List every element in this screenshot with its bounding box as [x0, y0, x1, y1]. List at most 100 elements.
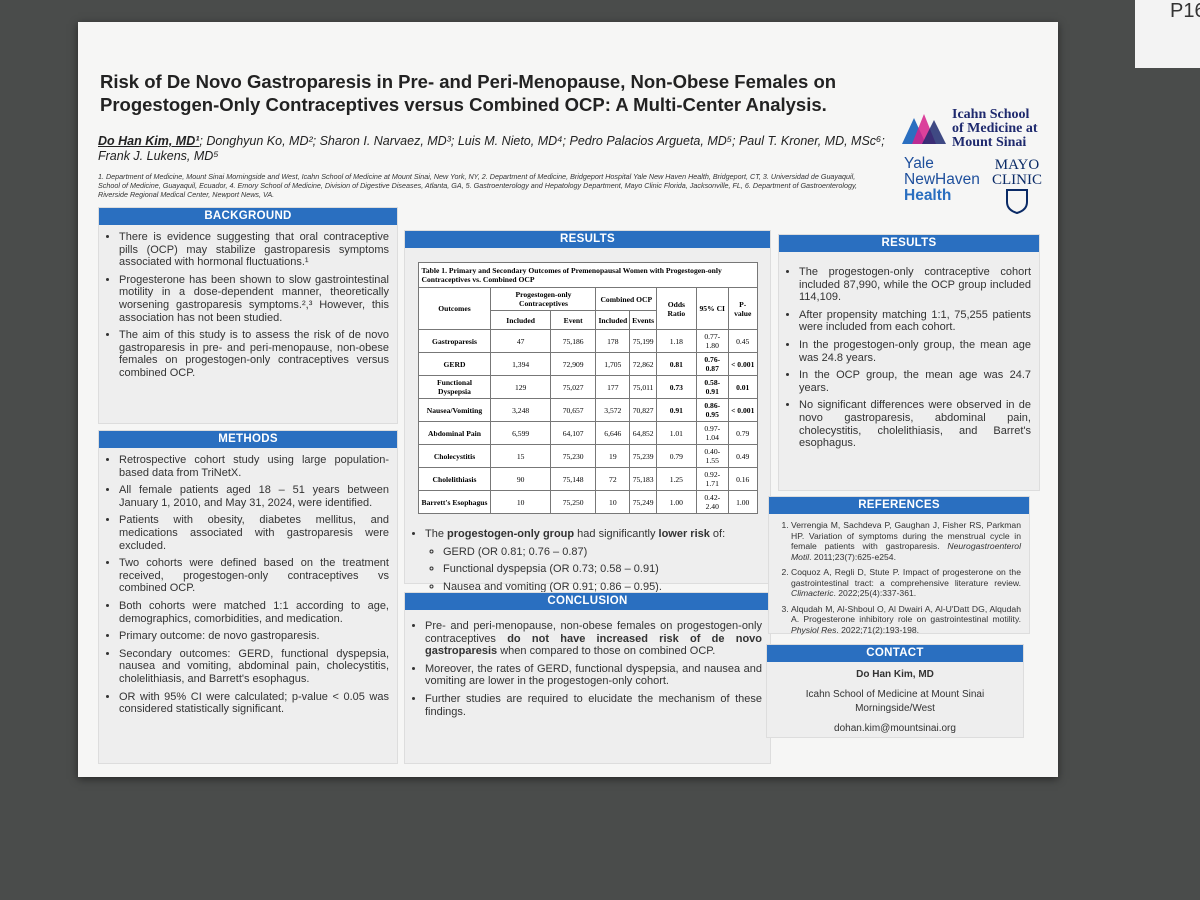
logo-line: Icahn School — [952, 107, 1030, 122]
list-item: In the OCP group, the mean age was 24.7 … — [799, 369, 1031, 394]
text-run: of: — [709, 528, 726, 540]
list-item: Secondary outcomes: GERD, functional dys… — [119, 648, 389, 686]
table-cell: 0.16 — [727, 467, 758, 491]
list-item: Progesterone has been shown to slow gast… — [119, 274, 389, 324]
list-item: After propensity matching 1:1, 75,255 pa… — [799, 309, 1031, 334]
results-section: RESULTS Table 1. Primary and Secondary O… — [404, 230, 771, 593]
table-row: Cholecystitis 15 75,230 19 75,239 0.79 0.40-1.… — [417, 444, 758, 468]
list-item: No significant differences were observed… — [799, 399, 1031, 449]
logo-line: MAYO — [994, 157, 1040, 173]
list-item: In the progestogen-only group, the mean … — [799, 339, 1031, 364]
header-row: Outcomes Progestogen-only Contraceptives C… — [417, 287, 758, 330]
methods-section: METHODS Retrospective cohort study using… — [98, 430, 398, 764]
column-subheader: Included — [490, 310, 551, 330]
table-cell: 0.91 — [656, 398, 697, 422]
table-cell: < 0.001 — [727, 352, 758, 376]
list-item: Moreover, the rates of GERD, functional … — [425, 663, 762, 688]
table-cell: 72,909 — [549, 352, 597, 376]
sub-list: GERD (OR 0.81; 0.76 – 0.87) Functional dy… — [427, 546, 770, 594]
table-cell: 1,705 — [595, 352, 631, 376]
table-cell: 19 — [595, 444, 631, 468]
table-cell: 75,199 — [629, 329, 658, 353]
text-run: Alqudah M, Al-Shboul O, Al Dwairi A, Al-… — [791, 603, 1021, 625]
contact-email: dohan.kim@mountsinai.org — [834, 723, 956, 734]
contact-section: CONTACT Do Han Kim, MD Icahn School of M… — [766, 644, 1024, 738]
text-run: when compared to those on combined OCP. — [497, 645, 716, 658]
list-item: Verrengia M, Sachdeva P, Gaughan J, Fish… — [791, 520, 1021, 562]
table-cell: 10 — [490, 490, 551, 514]
table-cell: 75,250 — [549, 490, 597, 514]
text-run: . 2011;23(7):625-e254. — [809, 551, 896, 562]
table-cell: 129 — [490, 375, 551, 399]
table-cell: 0.49 — [727, 444, 758, 468]
text-run: had significantly — [574, 528, 659, 540]
reference-list: Verrengia M, Sachdeva P, Gaughan J, Fish… — [769, 520, 1021, 635]
section-heading: CONCLUSION — [405, 593, 770, 610]
table-cell: Cholecystitis — [417, 444, 492, 468]
table-cell: 0.97-1.04 — [695, 421, 729, 445]
list-item: The progestogen-only group had significa… — [425, 528, 762, 541]
table-head: Outcomes Progestogen-only Contraceptives C… — [417, 287, 758, 330]
logo-line: Mount Sinai — [952, 135, 1027, 150]
table-cell: 178 — [595, 329, 631, 353]
conclusion-section: CONCLUSION Pre- and peri-menopause, non-… — [404, 592, 771, 764]
table-row: GERD 1,394 72,909 1,705 72,862 0.81 0.76-0.87 <… — [417, 352, 758, 376]
table-cell: Abdominal Pain — [417, 421, 492, 445]
sinai-logo: Icahn School of Medicine at Mount Sinai — [952, 108, 1038, 150]
title-line: Progestogen-Only Contraceptives versus C… — [100, 94, 827, 115]
list-item: Both cohorts were matched 1:1 according … — [119, 600, 389, 625]
table-cell: 47 — [490, 329, 551, 353]
column-header: 95% CI — [695, 287, 729, 330]
table-cell: Gastroparesis — [417, 329, 492, 353]
table-cell: 3,572 — [595, 398, 631, 422]
table-cell: 1.00 — [656, 490, 697, 514]
list-item: Primary outcome: de novo gastroparesis. — [119, 630, 389, 643]
table-cell: 0.92-1.71 — [695, 467, 729, 491]
table-row: Barrett's Esophagus 10 75,250 10 75,249 1.00 0… — [417, 490, 758, 514]
logo-line: CLINIC — [992, 172, 1042, 188]
results-table: Outcomes Progestogen-only Contraceptives C… — [417, 287, 758, 514]
list-item: Coquoz A, Regli D, Stute P. Impact of pr… — [791, 567, 1021, 599]
table-cell: 75,011 — [629, 375, 658, 399]
table-cell: 6,599 — [490, 421, 551, 445]
table-cell: 0.86-0.95 — [695, 398, 729, 422]
table-cell: 10 — [595, 490, 631, 514]
text-run: . 2022;71(2):193-198. — [836, 624, 920, 635]
section-heading: METHODS — [99, 431, 397, 448]
table-cell: 75,183 — [629, 467, 658, 491]
table-cell: 0.73 — [656, 375, 697, 399]
text-run: Verrengia M, Sachdeva P, Gaughan J, Fish… — [791, 520, 1021, 551]
list-item: The progestogen-only contraceptive cohor… — [799, 266, 1031, 304]
contact-name: Do Han Kim, MD — [856, 669, 934, 680]
table-cell: 75,027 — [549, 375, 597, 399]
bullet-list: There is evidence suggesting that oral c… — [103, 231, 389, 380]
table-caption: Table 1. Primary and Secondary Outcomes … — [417, 262, 758, 287]
table-cell: 75,230 — [549, 444, 597, 468]
list-item: There is evidence suggesting that oral c… — [119, 231, 389, 269]
emphasis: do not have increased risk of de novo ga… — [425, 632, 763, 658]
table-cell: 70,657 — [549, 398, 597, 422]
table-cell: 0.76-0.87 — [695, 352, 729, 376]
table-cell: 0.58-0.91 — [695, 375, 729, 399]
column-subheader: Included — [595, 310, 631, 330]
table-cell: 64,852 — [629, 421, 658, 445]
bullet-list: Pre- and peri-menopause, non-obese femal… — [409, 620, 762, 718]
table-cell: 0.77-1.80 — [695, 329, 729, 353]
logo-line: NewHaven — [904, 171, 980, 188]
section-heading: BACKGROUND — [99, 208, 397, 225]
list-item: Further studies are required to elucidat… — [425, 693, 762, 718]
table-cell: 90 — [490, 467, 551, 491]
title: Risk of De Novo Gastroparesis in Pre- an… — [100, 70, 836, 116]
table-cell: 0.81 — [656, 352, 697, 376]
table-cell: 1.25 — [656, 467, 697, 491]
mayo-shield — [1006, 189, 1028, 215]
mayo-logo: MAYO CLINIC — [992, 158, 1042, 218]
table-cell: 15 — [490, 444, 551, 468]
yale-logo: Yale NewHaven Health — [904, 156, 980, 204]
text-run: Pre- and peri-menopause, non-obese femal… — [425, 620, 762, 645]
lead-author: Do Han Kim, MD¹ — [98, 134, 200, 148]
section-heading: RESULTS — [405, 231, 770, 248]
column-header: Odds Ratio — [656, 287, 697, 330]
contact-institution: Icahn School of Medicine at Mount Sinai … — [805, 689, 985, 714]
